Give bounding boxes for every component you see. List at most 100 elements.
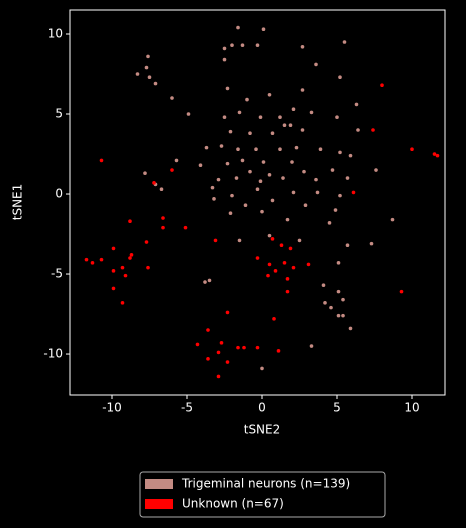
x-tick-label: 5 bbox=[333, 401, 341, 415]
point bbox=[314, 62, 318, 67]
point bbox=[146, 265, 150, 270]
point bbox=[258, 179, 263, 184]
point bbox=[303, 203, 308, 208]
point bbox=[341, 297, 345, 302]
point bbox=[410, 147, 414, 152]
point bbox=[222, 46, 227, 51]
legend-swatch bbox=[145, 499, 173, 509]
point bbox=[183, 225, 188, 230]
point bbox=[338, 193, 342, 198]
point bbox=[261, 160, 266, 164]
point bbox=[170, 168, 174, 172]
point bbox=[309, 344, 314, 348]
point bbox=[309, 110, 314, 115]
point bbox=[329, 305, 333, 310]
point bbox=[371, 128, 375, 132]
point bbox=[111, 269, 116, 273]
legend-label: Unknown (n=67) bbox=[182, 497, 284, 511]
point bbox=[222, 115, 227, 120]
point bbox=[390, 217, 395, 222]
point bbox=[219, 144, 224, 148]
point bbox=[336, 261, 341, 265]
point bbox=[306, 262, 311, 267]
point bbox=[120, 301, 125, 305]
point bbox=[90, 261, 95, 265]
point bbox=[279, 243, 284, 248]
point bbox=[285, 289, 290, 294]
point bbox=[135, 72, 140, 76]
point bbox=[288, 123, 293, 128]
y-tick-label: -5 bbox=[51, 267, 63, 281]
point bbox=[161, 216, 165, 220]
point bbox=[314, 177, 318, 182]
point bbox=[203, 280, 207, 284]
point bbox=[321, 283, 326, 288]
legend-swatch bbox=[145, 479, 173, 489]
point bbox=[219, 341, 224, 345]
x-axis-label: tSNE2 bbox=[244, 423, 281, 437]
point bbox=[228, 129, 233, 134]
point bbox=[228, 211, 233, 216]
point bbox=[345, 243, 350, 248]
point bbox=[99, 158, 104, 163]
point bbox=[225, 161, 230, 166]
point bbox=[290, 160, 294, 164]
point bbox=[272, 317, 276, 321]
point bbox=[291, 190, 296, 195]
point bbox=[99, 257, 104, 262]
y-axis-label: tSNE1 bbox=[11, 184, 25, 221]
point bbox=[282, 261, 287, 265]
point bbox=[267, 173, 272, 177]
point bbox=[267, 233, 272, 238]
point bbox=[248, 169, 252, 174]
point bbox=[243, 203, 248, 208]
x-tick-label: -10 bbox=[102, 401, 122, 415]
point bbox=[236, 345, 240, 350]
y-tick-label: 0 bbox=[55, 187, 63, 201]
point bbox=[237, 110, 242, 115]
point bbox=[270, 131, 275, 136]
point bbox=[159, 187, 164, 192]
point bbox=[206, 357, 210, 361]
point bbox=[338, 150, 342, 155]
point bbox=[270, 198, 275, 203]
point bbox=[348, 153, 353, 158]
point bbox=[354, 102, 359, 107]
point bbox=[255, 345, 260, 350]
point bbox=[84, 257, 89, 262]
point bbox=[282, 123, 287, 128]
point bbox=[260, 209, 264, 214]
point bbox=[111, 246, 116, 251]
point bbox=[120, 265, 125, 270]
point bbox=[237, 238, 242, 243]
point bbox=[260, 366, 264, 371]
point bbox=[335, 115, 339, 120]
point bbox=[369, 241, 374, 246]
point bbox=[267, 262, 272, 267]
point bbox=[225, 310, 230, 315]
point bbox=[248, 131, 252, 136]
point bbox=[128, 256, 132, 260]
point bbox=[318, 147, 323, 152]
point bbox=[153, 81, 158, 86]
point bbox=[285, 217, 290, 222]
point bbox=[230, 193, 234, 198]
point bbox=[129, 253, 134, 257]
point bbox=[341, 313, 345, 318]
point bbox=[222, 57, 227, 62]
y-tick-label: 5 bbox=[55, 107, 63, 121]
point bbox=[300, 88, 305, 92]
point bbox=[276, 349, 281, 353]
point bbox=[147, 75, 152, 80]
point bbox=[261, 27, 266, 32]
point bbox=[234, 176, 239, 180]
point bbox=[330, 168, 335, 172]
point bbox=[195, 342, 200, 347]
point bbox=[285, 277, 290, 281]
point bbox=[338, 75, 342, 80]
point bbox=[278, 147, 282, 152]
point bbox=[258, 115, 263, 120]
point bbox=[351, 190, 356, 195]
point bbox=[245, 97, 249, 102]
